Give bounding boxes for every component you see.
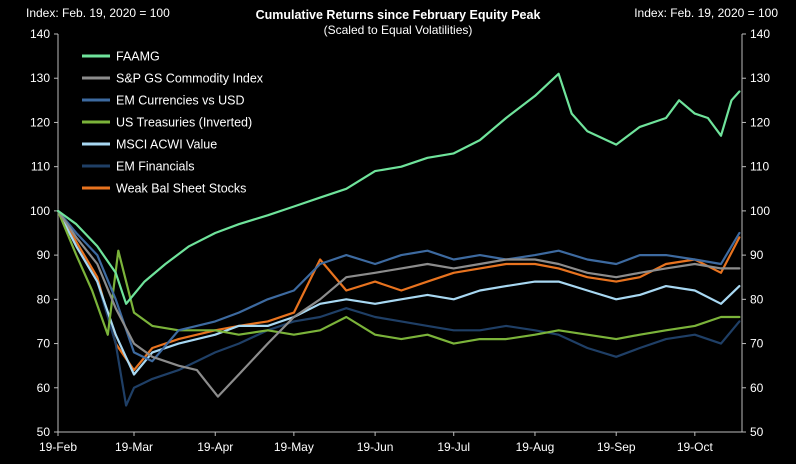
y-tick-label-right: 120 [750,115,770,129]
legend-label: EM Financials [116,160,195,174]
y-tick-label-left: 130 [30,71,50,85]
y-tick-label-right: 50 [750,425,764,439]
y-tick-label-right: 90 [750,248,764,262]
y-tick-label-left: 50 [37,425,51,439]
left-axis-unit-label: Index: Feb. 19, 2020 = 100 [26,6,170,20]
x-tick-label: 19-Sep [597,440,636,454]
y-tick-label-right: 80 [750,292,764,306]
series-line-msci-acwi-value [56,209,741,376]
x-tick-label: 19-Mar [115,440,153,454]
chart-title: Cumulative Returns since February Equity… [255,8,541,22]
y-tick-label-right: 130 [750,71,770,85]
y-tick-label-left: 120 [30,115,50,129]
y-tick-label-left: 70 [37,337,51,351]
right-axis-unit-label: Index: Feb. 19, 2020 = 100 [634,6,778,20]
legend-label: EM Currencies vs USD [116,94,245,108]
y-tick-label-left: 90 [37,248,51,262]
y-tick-label-left: 110 [31,160,50,174]
y-tick-label-left: 140 [30,27,50,41]
x-tick-label: 19-Aug [516,440,555,454]
series-line-faamg [56,72,741,305]
legend-label: Weak Bal Sheet Stocks [116,182,246,196]
legend-label: S&P GS Commodity Index [116,72,264,86]
x-tick-label: 19-May [274,440,314,454]
x-tick-label: 19-Jul [437,440,470,454]
series-line-us-treasuries-inverted- [56,209,741,345]
y-tick-label-right: 70 [750,337,764,351]
chart-subtitle: (Scaled to Equal Volatilities) [323,23,473,37]
legend-label: US Treasuries (Inverted) [116,116,252,130]
y-tick-label-left: 100 [30,204,50,218]
series-line-em-financials [56,209,741,407]
x-tick-label: 19-Apr [197,440,233,454]
y-tick-label-left: 80 [37,292,51,306]
legend-label: MSCI ACWI Value [116,138,217,152]
series-line-s-p-gs-commodity-index [56,209,741,398]
x-tick-label: 19-Feb [39,440,77,454]
legend-label: FAAMG [116,50,160,64]
y-tick-label-right: 100 [750,204,770,218]
y-tick-label-right: 60 [750,381,764,395]
series-line-weak-bal-sheet-stocks [56,209,741,372]
y-tick-label-right: 110 [750,160,769,174]
x-tick-label: 19-Jun [357,440,394,454]
series-line-em-currencies-vs-usd [56,209,741,363]
y-tick-label-right: 140 [750,27,770,41]
x-tick-label: 19-Oct [677,440,714,454]
y-tick-label-left: 60 [37,381,51,395]
